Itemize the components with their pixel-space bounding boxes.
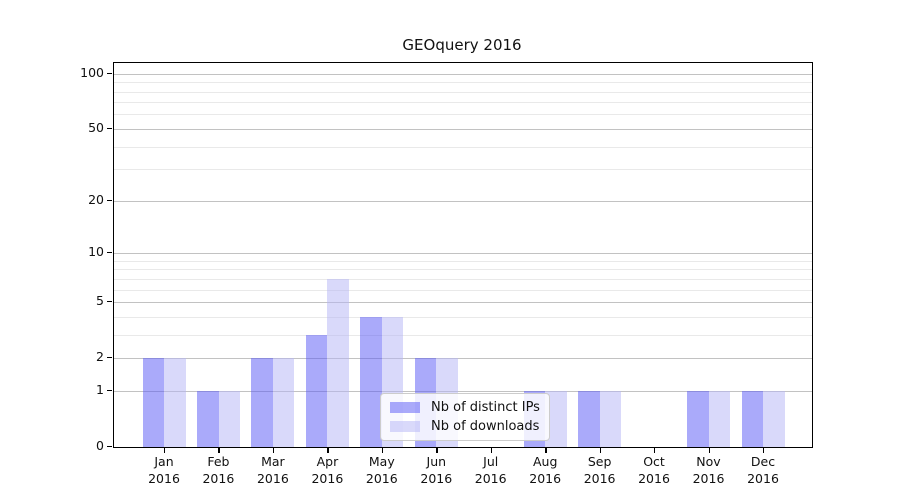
legend: Nb of distinct IPs Nb of downloads — [380, 393, 550, 441]
gridline-minor — [114, 82, 812, 84]
bar-downloads — [218, 390, 240, 447]
gridline-minor — [114, 278, 812, 280]
gridline-major — [114, 302, 812, 303]
bar-distinct-ips — [687, 390, 709, 447]
y-axis-tick — [107, 199, 112, 202]
x-axis-tick — [327, 448, 329, 453]
x-axis-tick — [490, 448, 493, 453]
gridline-minor — [114, 102, 812, 104]
y-axis-tick-label: 20 — [88, 191, 104, 207]
x-axis-tick — [654, 448, 656, 453]
y-axis-tick-label: 100 — [80, 64, 104, 80]
bar-distinct-ips — [578, 390, 600, 447]
y-axis-tick — [107, 72, 112, 74]
gridline-major — [114, 200, 812, 202]
gridline-minor — [114, 169, 812, 171]
y-axis-tick — [107, 252, 112, 254]
legend-item-distinct-ips: Nb of distinct IPs — [390, 400, 540, 415]
bar-distinct-ips — [142, 358, 164, 447]
x-axis-tick-label: May 2016 — [365, 454, 398, 486]
x-axis-tick — [708, 448, 710, 453]
x-axis-tick — [763, 448, 765, 453]
gridline-minor — [114, 316, 812, 318]
y-axis-tick-label: 0 — [96, 438, 104, 453]
bar-downloads — [708, 390, 730, 447]
y-axis-tick-label: 50 — [88, 119, 104, 135]
bar-downloads — [327, 278, 349, 447]
gridline-minor — [114, 91, 812, 93]
legend-swatch-distinct-ips-icon — [390, 402, 420, 413]
y-axis-tick — [107, 301, 112, 303]
bar-downloads — [599, 390, 622, 447]
x-axis-tick — [272, 448, 275, 453]
bar-downloads — [164, 358, 186, 447]
gridline-minor — [114, 114, 812, 116]
x-axis-tick-label: Jul 2016 — [474, 454, 507, 486]
gridline-major — [114, 358, 812, 360]
x-axis-tick-label: Aug 2016 — [529, 454, 562, 486]
chart-title: GEOquery 2016 — [402, 36, 522, 54]
gridline-major — [114, 253, 812, 254]
y-axis-tick-label: 1 — [96, 381, 104, 397]
x-axis-tick-label: Sep 2016 — [583, 454, 616, 486]
bar-distinct-ips — [360, 316, 382, 447]
plot-area: Nb of distinct IPs Nb of downloads — [113, 62, 813, 448]
x-axis-tick — [436, 448, 438, 453]
bar-distinct-ips — [305, 334, 328, 447]
bar-downloads — [545, 390, 567, 447]
gridline-minor — [114, 260, 812, 262]
legend-label-distinct-ips: Nb of distinct IPs — [431, 400, 540, 415]
gridline-minor — [114, 289, 812, 291]
y-axis-tick — [107, 127, 112, 130]
bar-distinct-ips — [197, 390, 219, 447]
legend-label-downloads: Nb of downloads — [431, 419, 540, 434]
y-axis-tick — [107, 389, 112, 392]
x-axis-tick-label: Dec 2016 — [747, 454, 779, 486]
gridline-minor — [114, 334, 812, 336]
y-axis-tick-label: 2 — [96, 349, 104, 365]
gridline-minor — [114, 146, 812, 148]
x-axis-tick — [381, 448, 384, 453]
x-axis-tick-label: Apr 2016 — [311, 454, 344, 486]
bar-downloads — [763, 390, 785, 447]
x-axis-tick — [599, 448, 601, 453]
x-axis-tick — [218, 448, 220, 453]
bar-distinct-ips — [741, 390, 763, 447]
legend-swatch-downloads-icon — [390, 421, 420, 432]
x-axis-tick — [164, 448, 166, 453]
y-axis-tick — [107, 357, 112, 359]
x-axis-tick-label: Nov 2016 — [692, 454, 725, 486]
x-axis-tick-label: Jun 2016 — [420, 454, 453, 486]
y-axis-tick — [107, 446, 112, 448]
bar-downloads — [272, 358, 295, 447]
y-axis-tick-label: 10 — [88, 244, 104, 259]
x-axis-tick-label: Feb 2016 — [202, 454, 235, 486]
x-axis-tick-label: Jan 2016 — [148, 454, 180, 486]
x-axis-tick — [545, 448, 547, 453]
gridline-major — [114, 128, 812, 130]
x-axis-tick-label: Mar 2016 — [256, 454, 289, 486]
gridline-major — [114, 73, 812, 75]
gridline-minor — [114, 269, 812, 271]
x-axis-tick-label: Oct 2016 — [638, 454, 670, 486]
y-axis-tick-label: 5 — [96, 293, 104, 308]
gridline-major — [114, 390, 812, 392]
bar-distinct-ips — [251, 358, 273, 447]
legend-item-downloads: Nb of downloads — [390, 419, 540, 434]
